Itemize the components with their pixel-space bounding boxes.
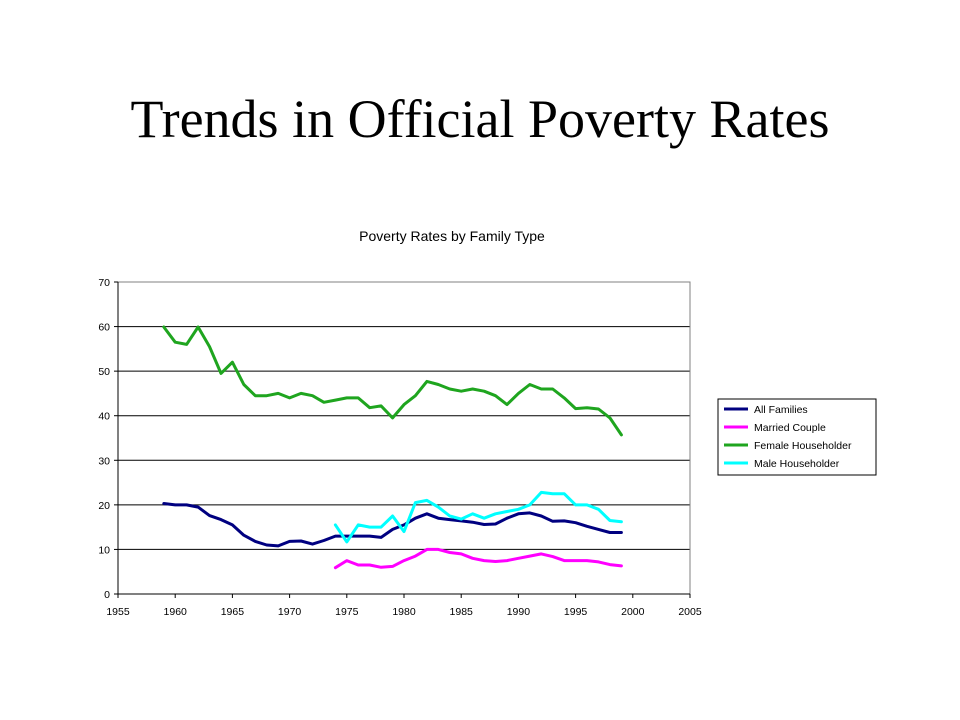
y-tick-label: 60 [98,322,110,334]
x-tick-label: 1995 [564,606,588,618]
x-tick-label: 1960 [164,606,188,618]
y-tick-label: 10 [98,544,110,556]
series-lines [162,325,623,570]
y-tick-label: 70 [98,277,110,289]
slide-title: Trends in Official Poverty Rates [130,89,830,149]
x-tick-label: 2005 [678,606,702,618]
x-tick-label: 1965 [221,606,245,618]
series-line-married-couple [333,547,623,570]
legend-label-female-householder: Female Householder [754,440,852,452]
y-tick-label: 0 [104,589,110,601]
x-tick-label: 1975 [335,606,359,618]
x-tick-label: 1990 [507,606,531,618]
y-tick-label: 30 [98,455,110,467]
chart-title: Poverty Rates by Family Type [359,228,545,244]
x-tick-label: 2000 [621,606,645,618]
grid-lines [118,281,690,550]
x-tick-label: 1970 [278,606,302,618]
legend-label-all-families: All Families [754,404,808,416]
legend: All Families Married Couple Female Househo… [717,398,877,476]
y-tick-label: 50 [98,366,110,378]
x-tick-label: 1980 [392,606,416,618]
plot-area-border [117,281,691,595]
axes: 0 10 20 30 40 50 60 70 1955 1960 1965 1970 1975 1980 1… [98,277,702,618]
series-line-all-families [162,502,623,548]
legend-label-married-couple: Married Couple [754,422,826,434]
x-tick-label: 1985 [450,606,474,618]
y-tick-label: 40 [98,411,110,423]
x-tick-label: 1955 [106,606,130,618]
series-line-male-householder [333,490,623,544]
legend-label-male-householder: Male Householder [754,458,840,470]
y-tick-label: 20 [98,500,110,512]
series-line-female-householder [162,325,623,437]
